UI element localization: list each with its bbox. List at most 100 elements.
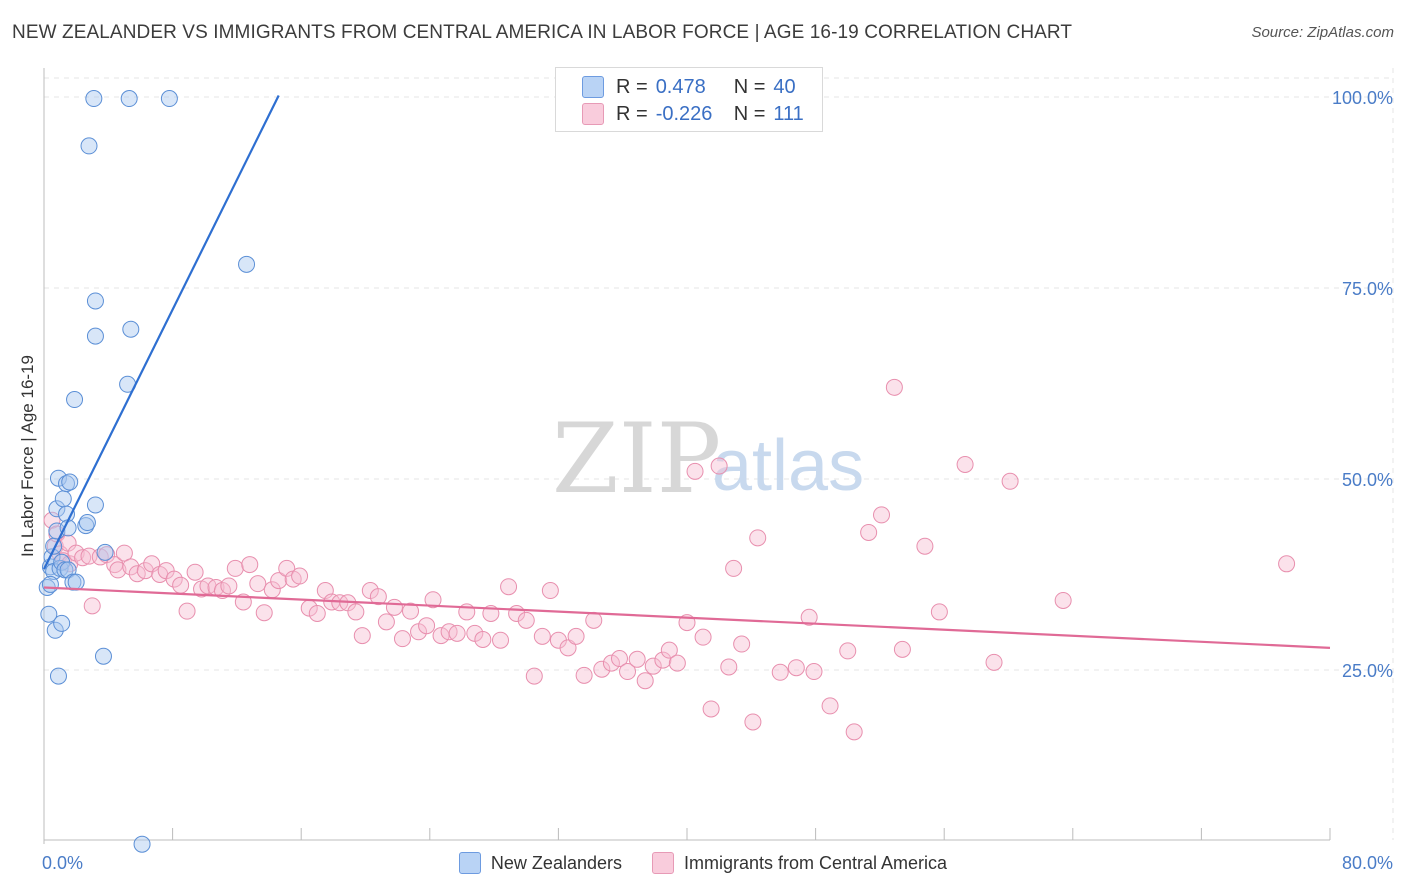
data-point-immigrants (270, 572, 288, 590)
data-point-immigrants (1001, 472, 1019, 490)
trend-lines (43, 94, 1331, 649)
data-point-immigrants (644, 657, 662, 675)
data-point-immigrants (418, 617, 436, 635)
data-point-immigrants (74, 549, 92, 567)
y-tick-label: 100.0% (1332, 88, 1393, 108)
data-point-new-zealanders (133, 835, 151, 853)
legend-n-label: N = (733, 102, 766, 125)
data-point-immigrants (654, 651, 672, 669)
legend-swatch-blue (582, 76, 604, 98)
data-point-new-zealanders (86, 327, 104, 345)
data-point-immigrants (660, 641, 678, 659)
chart-title: NEW ZEALANDER VS IMMIGRANTS FROM CENTRAL… (12, 22, 1073, 43)
data-point-immigrants (885, 378, 903, 396)
data-point-immigrants (628, 650, 646, 668)
data-point-immigrants (241, 556, 259, 574)
data-point-immigrants (860, 523, 878, 541)
data-point-immigrants (83, 597, 101, 615)
data-point-new-zealanders (49, 667, 67, 685)
data-point-immigrants (893, 640, 911, 658)
legend-r-value: -0.226 (655, 102, 713, 125)
data-point-immigrants (749, 529, 767, 547)
legend-item-new-zealanders[interactable]: New Zealanders (458, 852, 622, 874)
data-point-immigrants (393, 630, 411, 648)
data-point-immigrants (821, 697, 839, 715)
legend-label-new-zealanders: New Zealanders (490, 852, 622, 873)
data-point-immigrants (1054, 591, 1072, 609)
data-point-immigrants (448, 624, 466, 642)
watermark-zip: ZIP (552, 403, 721, 515)
data-point-new-zealanders (120, 90, 138, 108)
trend-line-new-zealanders (43, 94, 280, 570)
data-point-immigrants (1278, 555, 1296, 573)
legend-r-label: R = (616, 102, 648, 125)
data-point-immigrants (226, 559, 244, 577)
x-tick-label: 80.0% (1342, 853, 1393, 873)
legend-r-label: R = (616, 75, 648, 98)
series-immigrants-central-america (43, 378, 1296, 741)
data-point-immigrants (725, 559, 743, 577)
data-point-new-zealanders (46, 621, 64, 639)
data-point-immigrants (91, 548, 109, 566)
legend-row-new-zealanders: R = 0.478 N = 40 (582, 75, 796, 99)
data-point-immigrants (220, 577, 238, 595)
data-point-new-zealanders (85, 90, 103, 108)
data-point-immigrants (492, 631, 510, 649)
trend-line-immigrants (43, 586, 1331, 649)
data-point-new-zealanders (238, 255, 256, 273)
data-point-new-zealanders (41, 575, 59, 593)
data-point-immigrants (585, 611, 603, 629)
series-new-zealanders (38, 90, 256, 853)
data-point-immigrants (593, 660, 611, 678)
data-point-immigrants (956, 455, 974, 473)
data-point-immigrants (873, 506, 891, 524)
axes (43, 68, 1331, 844)
y-tick-label: 75.0% (1342, 279, 1393, 299)
data-point-immigrants (278, 559, 296, 577)
legend-item-immigrants[interactable]: Immigrants from Central America (651, 852, 947, 874)
data-point-immigrants (602, 654, 620, 672)
data-point-immigrants (575, 666, 593, 684)
data-point-new-zealanders (160, 90, 178, 108)
data-point-new-zealanders (80, 137, 98, 155)
data-point-immigrants (249, 575, 267, 593)
data-point-immigrants (402, 602, 420, 620)
legend-n-value: 40 (773, 75, 796, 98)
data-point-immigrants (733, 635, 751, 653)
data-point-immigrants (710, 457, 728, 475)
data-point-new-zealanders (94, 647, 112, 665)
data-point-immigrants (385, 598, 403, 616)
data-point-new-zealanders (96, 543, 114, 561)
legend-swatch-pink (651, 852, 674, 874)
data-point-immigrants (845, 723, 863, 741)
data-point-new-zealanders (54, 490, 72, 508)
watermark-atlas: atlas (712, 426, 864, 506)
data-point-immigrants (165, 570, 183, 588)
data-point-immigrants (369, 588, 387, 606)
data-point-immigrants (533, 627, 551, 645)
data-point-new-zealanders (122, 320, 140, 338)
data-point-immigrants (474, 630, 492, 648)
data-point-immigrants (702, 700, 720, 718)
y-axis-label: In Labor Force | Age 16-19 (18, 355, 37, 557)
data-point-immigrants (347, 603, 365, 621)
y-tick-label: 50.0% (1342, 470, 1393, 490)
correlation-legend: R = 0.478 N = 40 R = -0.226 N = 111 (555, 67, 823, 132)
data-point-immigrants (916, 537, 934, 555)
data-point-immigrants (424, 591, 442, 609)
data-point-immigrants (610, 650, 628, 668)
data-point-immigrants (525, 667, 543, 685)
x-tick-label: 0.0% (42, 853, 83, 873)
data-point-immigrants (136, 562, 154, 580)
legend-r-value: 0.478 (655, 75, 706, 98)
data-point-immigrants (619, 663, 637, 681)
legend-row-immigrants: R = -0.226 N = 111 (582, 102, 804, 126)
data-point-immigrants (985, 653, 1003, 671)
data-point-new-zealanders (77, 517, 95, 535)
data-point-immigrants (636, 672, 654, 690)
data-point-immigrants (172, 576, 190, 594)
data-point-immigrants (377, 613, 395, 631)
data-point-immigrants (839, 642, 857, 660)
data-point-immigrants (930, 603, 948, 621)
